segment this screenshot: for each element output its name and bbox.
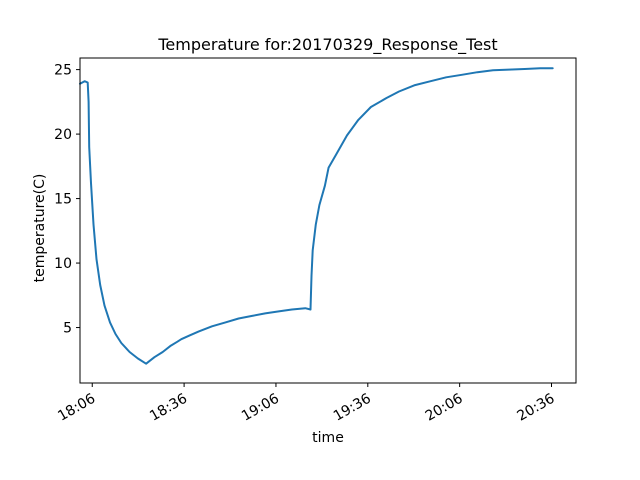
chart-title: Temperature for:20170329_Response_Test [157, 35, 497, 55]
plot-frame [79, 57, 577, 384]
series-layer [79, 67, 554, 365]
y-tick-label: 25 [54, 63, 72, 79]
y-tick-label: 15 [54, 192, 72, 208]
y-tick-label: 10 [54, 256, 72, 272]
y-axis-label: temperature(C) [32, 174, 48, 283]
y-axis-ticks: 5 10 15 20 25 [54, 63, 80, 337]
y-tick-label: 5 [63, 321, 72, 337]
y-tick-label: 20 [54, 127, 72, 143]
temperature-series-line [79, 67, 554, 365]
x-axis-label: time [312, 430, 344, 446]
